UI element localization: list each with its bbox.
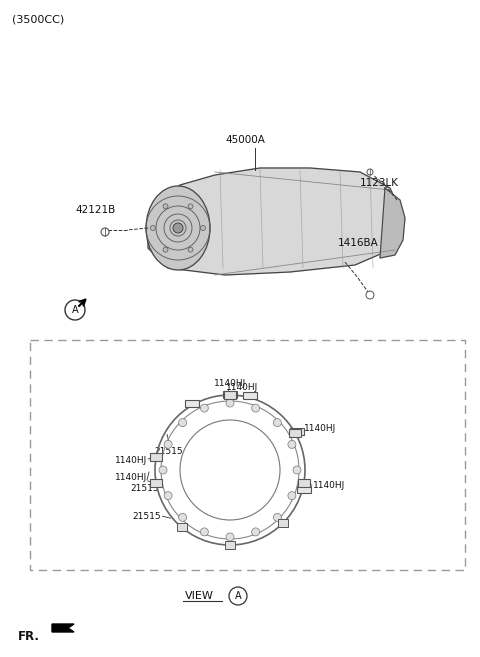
Circle shape [179, 513, 187, 522]
Circle shape [293, 466, 301, 474]
Circle shape [288, 491, 296, 499]
Bar [177, 524, 187, 532]
Bar [289, 428, 301, 436]
Bar [225, 541, 235, 549]
Circle shape [163, 204, 168, 209]
Text: 1140HJ: 1140HJ [226, 383, 258, 392]
Circle shape [288, 440, 296, 448]
Bar [224, 391, 236, 399]
FancyBboxPatch shape [223, 390, 237, 397]
Circle shape [173, 223, 183, 233]
Text: 21515: 21515 [132, 512, 160, 521]
Bar [150, 453, 162, 461]
Circle shape [252, 404, 260, 412]
Circle shape [188, 204, 193, 209]
Text: 21515: 21515 [131, 484, 159, 493]
Bar [30, 340, 465, 570]
Bar [298, 479, 310, 487]
Circle shape [188, 247, 193, 252]
Text: 1140HJ: 1140HJ [214, 379, 246, 388]
Circle shape [159, 466, 167, 474]
Circle shape [164, 440, 172, 448]
Text: A: A [235, 591, 241, 601]
Text: 1140HJ: 1140HJ [304, 424, 336, 433]
Text: (3500CC): (3500CC) [12, 14, 64, 24]
Circle shape [201, 225, 205, 231]
Text: 1140HJ: 1140HJ [115, 457, 147, 465]
Text: 45000A: 45000A [225, 135, 265, 145]
Circle shape [252, 528, 260, 536]
Text: VIEW: VIEW [185, 591, 214, 601]
Text: 1140HJ: 1140HJ [313, 480, 345, 489]
Circle shape [226, 533, 234, 541]
Bar [278, 519, 288, 527]
Circle shape [151, 225, 156, 231]
FancyBboxPatch shape [184, 400, 199, 407]
Text: 42121B: 42121B [75, 205, 115, 215]
FancyBboxPatch shape [243, 392, 257, 399]
Circle shape [163, 247, 168, 252]
Bar [150, 479, 162, 487]
Circle shape [164, 491, 172, 499]
FancyBboxPatch shape [290, 428, 304, 435]
Circle shape [226, 399, 234, 407]
Circle shape [274, 513, 281, 522]
Polygon shape [148, 168, 400, 275]
Circle shape [274, 419, 281, 426]
Text: A: A [72, 305, 78, 315]
Text: 1123LK: 1123LK [360, 178, 399, 188]
Circle shape [179, 419, 187, 426]
Text: 1140HJ: 1140HJ [115, 472, 147, 482]
Polygon shape [380, 188, 405, 258]
Text: 21515: 21515 [155, 447, 183, 455]
FancyBboxPatch shape [298, 486, 312, 493]
Text: FR.: FR. [18, 629, 40, 643]
Polygon shape [52, 624, 74, 632]
Circle shape [200, 528, 208, 536]
Text: 1416BA: 1416BA [338, 238, 379, 248]
Circle shape [200, 404, 208, 412]
Ellipse shape [146, 186, 210, 270]
